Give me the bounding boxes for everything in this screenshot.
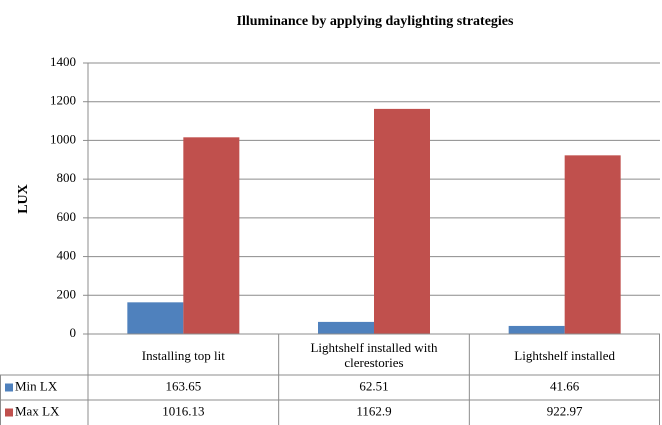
x-tick-label: Lightshelf installed with clerestories — [310, 340, 438, 370]
chart-title: Illuminance by applying daylighting stra… — [237, 14, 514, 29]
y-tick-label: 800 — [57, 170, 77, 185]
y-tick-label: 1400 — [50, 54, 76, 69]
y-axis-label: LUX — [16, 184, 31, 214]
table-value: 62.51 — [359, 378, 388, 393]
y-tick-label: 1000 — [50, 131, 76, 146]
y-tick-label: 1200 — [50, 93, 76, 108]
y-tick-label: 600 — [57, 209, 77, 224]
x-tick-label-box: Lightshelf installed with clerestories — [310, 340, 438, 370]
bar — [508, 325, 565, 334]
legend-label: Min LX — [15, 378, 58, 393]
table-value: 1016.13 — [162, 403, 204, 418]
table-value: 41.66 — [550, 378, 580, 393]
x-tick-label: Lightshelf installed — [514, 347, 616, 363]
bar — [127, 302, 184, 334]
table-value: 1162.9 — [356, 403, 391, 418]
table-value: 163.65 — [165, 378, 201, 393]
x-tick-label: Installing top lit — [141, 347, 225, 363]
legend-label: Max LX — [15, 403, 60, 418]
bar — [374, 108, 430, 334]
y-tick-label: 400 — [57, 248, 77, 263]
y-tick-label: 200 — [57, 286, 77, 301]
legend-swatch — [5, 408, 13, 417]
bar — [564, 155, 621, 334]
legend-swatch — [5, 383, 13, 392]
y-tick-label: 0 — [70, 325, 77, 340]
table-value: 922.97 — [547, 403, 583, 418]
bar — [183, 137, 240, 334]
x-tick-label-box: Installing top lit — [141, 347, 225, 363]
x-tick-label-box: Lightshelf installed — [514, 347, 616, 363]
bar — [318, 321, 374, 334]
